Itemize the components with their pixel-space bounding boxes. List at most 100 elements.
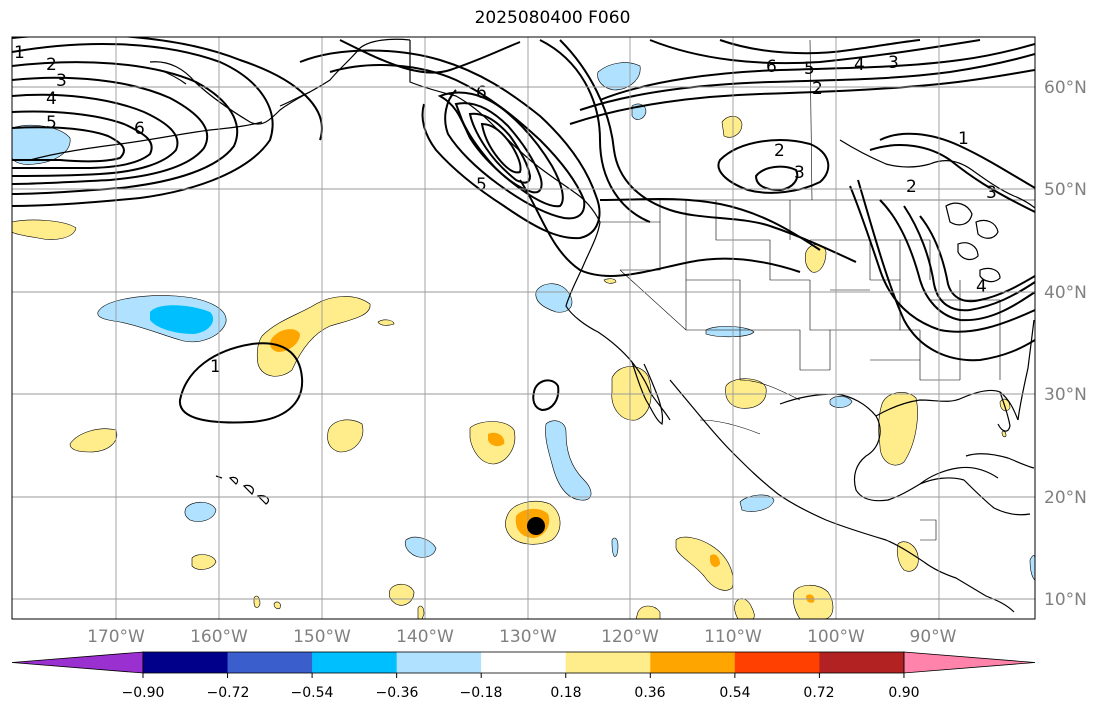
colorbar-tick-labels: −0.90 −0.72 −0.54 −0.36 −0.18 0.18 0.36 … — [122, 685, 920, 701]
colorbar-label: 0.90 — [888, 685, 919, 701]
lon-tick-label: 100°W — [807, 627, 865, 647]
contour-label: 3 — [56, 71, 67, 91]
colorbar-label: 0.72 — [803, 685, 834, 701]
map-title: 2025080400 F060 — [474, 8, 631, 28]
colorbar-frame — [142, 651, 905, 674]
fill-blue-gulf-small — [829, 396, 853, 408]
fill-yellow-gulf — [878, 392, 918, 466]
lon-tick-label: 140°W — [396, 627, 454, 647]
colorbar-label: 0.54 — [719, 685, 750, 701]
colorbar-label: 0.18 — [550, 685, 581, 701]
fill-cyan-pacific — [150, 305, 214, 334]
colorbar-label: 0.36 — [634, 685, 665, 701]
lat-tick-label: 60°N — [1044, 78, 1087, 98]
lat-tick-labels: 60°N 50°N 40°N 30°N 20°N 10°N — [1044, 78, 1087, 610]
contour-label: 2 — [906, 177, 917, 197]
colorbar-segment — [650, 652, 736, 673]
contour-label: 1 — [210, 357, 221, 377]
fill-yellow-tiny-150w — [273, 601, 281, 610]
fill-yellow-sw — [69, 428, 118, 453]
contour-label: 2 — [774, 141, 785, 161]
contour-label: 1 — [958, 129, 969, 149]
colorbar-ticks — [142, 673, 905, 678]
fill-blue-thin-125w — [611, 537, 619, 557]
contour-label: 1 — [14, 43, 25, 63]
fill-orange-115w — [710, 554, 720, 567]
contour-label: 4 — [854, 55, 865, 75]
contour-label: 3 — [794, 163, 805, 183]
lon-tick-label: 170°W — [87, 627, 145, 647]
contour-label: 5 — [46, 113, 57, 133]
contour-label: 2 — [812, 79, 823, 99]
lat-tick-label: 20°N — [1044, 488, 1087, 508]
colorbar-label: −0.72 — [207, 685, 250, 701]
fill-yellow-tiny-155w — [253, 595, 261, 608]
contour-label: 5 — [804, 59, 815, 79]
fill-blue-pacific-22n — [739, 494, 775, 512]
lon-tick-label: 110°W — [704, 627, 762, 647]
lat-tick-label: 10°N — [1044, 590, 1087, 610]
colorbar-segments — [11, 651, 1036, 674]
fill-blue-alaska — [597, 62, 641, 91]
fill-blue-east-edge — [1029, 555, 1035, 581]
colorbar-segment — [819, 652, 905, 673]
colorbar-label: −0.36 — [376, 685, 419, 701]
contour-label: 3 — [888, 53, 899, 73]
contour-label: 6 — [476, 83, 487, 103]
lon-tick-labels: 170°W 160°W 150°W 140°W 130°W 120°W 110°… — [87, 627, 957, 647]
colorbar-label: −0.90 — [122, 685, 165, 701]
fill-yellow-westedge — [12, 219, 77, 240]
fill-blue-140w-south — [404, 536, 437, 558]
colorbar-label: −0.54 — [291, 685, 334, 701]
fill-orange-135w — [488, 432, 505, 447]
fill-yellow-mexico — [725, 378, 767, 409]
lon-tick-label: 160°W — [190, 627, 248, 647]
colorbar-segment — [312, 652, 398, 673]
colorbar-segment — [227, 652, 313, 673]
contour-lines — [12, 37, 1035, 424]
fill-blue-sw-us — [705, 326, 755, 338]
fill-blue-streak-128w — [545, 420, 592, 501]
fill-yellow-122w-edge — [635, 605, 661, 619]
lat-tick-label: 30°N — [1044, 385, 1087, 405]
colorbar-segment — [734, 652, 820, 673]
colorbar-extend-low — [11, 651, 144, 674]
contour-label: 6 — [134, 119, 145, 139]
fill-yellow-small-140w — [377, 319, 395, 326]
fill-yellow-160w — [191, 554, 217, 570]
colorbar-segment — [565, 652, 651, 673]
fill-yellow-baja — [611, 366, 652, 421]
fill-blue-sf — [535, 283, 573, 313]
map-frame — [11, 36, 1036, 620]
anomaly-fills — [12, 62, 1035, 619]
colorbar-segment — [481, 652, 567, 673]
colorbar-segment — [143, 652, 229, 673]
contour-label-group: 1 2 3 4 5 6 6 5 6 5 4 3 2 2 3 1 2 3 4 1 — [14, 43, 997, 377]
contour-label: 2 — [46, 55, 57, 75]
fill-yellow-band-150w — [256, 296, 371, 377]
contour-label: 3 — [986, 183, 997, 203]
colorbar-extend-high — [903, 651, 1036, 674]
contour-label: 4 — [976, 277, 987, 297]
fill-blue-160w — [184, 501, 217, 522]
colorbar-label: −0.18 — [460, 685, 503, 701]
fill-yellow-tiny-140w — [417, 605, 425, 619]
coastlines — [29, 38, 1035, 613]
map-plot-area: 1 2 3 4 5 6 6 5 6 5 4 3 2 2 3 1 2 3 4 1 — [12, 37, 1035, 619]
storm-center-dot — [527, 517, 545, 535]
fill-yellow-115w — [675, 536, 734, 591]
fill-yellow-canada — [721, 115, 743, 138]
contour-label: 5 — [476, 175, 487, 195]
fill-yellow-145w — [327, 419, 364, 453]
fill-orange-band-150w — [270, 329, 300, 352]
lat-tick-label: 50°N — [1044, 180, 1087, 200]
lon-tick-label: 150°W — [293, 627, 351, 647]
lon-tick-label: 130°W — [499, 627, 557, 647]
colorbar: −0.90 −0.72 −0.54 −0.36 −0.18 0.18 0.36 … — [11, 651, 1036, 701]
lon-tick-label: 120°W — [601, 627, 659, 647]
fill-yellow-142w — [388, 583, 415, 606]
fill-yellow-tiny-nev — [603, 278, 617, 284]
gridlines — [12, 37, 1035, 619]
colorbar-segment — [396, 652, 482, 673]
